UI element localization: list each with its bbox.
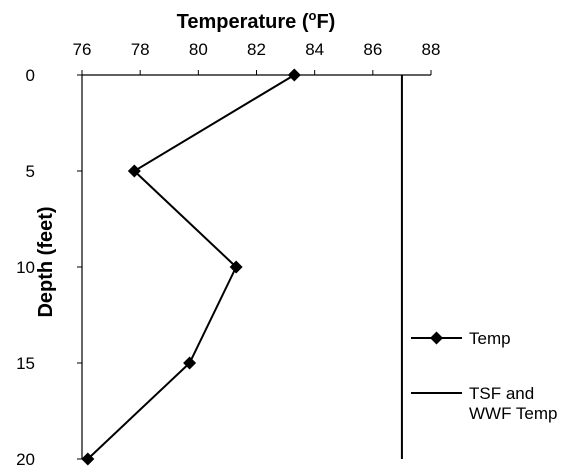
data-point-marker — [183, 356, 197, 370]
x-tick-label: 80 — [189, 40, 208, 59]
legend-label-line: Temp — [469, 329, 511, 348]
y-tick-label: 5 — [26, 162, 35, 181]
data-point-marker — [127, 164, 141, 178]
y-tick-label: 0 — [26, 66, 35, 85]
x-tick-label: 82 — [247, 40, 266, 59]
x-tick-label: 86 — [363, 40, 382, 59]
y-tick-label: 15 — [16, 354, 35, 373]
series-layer — [81, 68, 403, 466]
x-tick-label: 84 — [305, 40, 324, 59]
data-point-marker — [287, 68, 301, 82]
chart-title: Temperature (oF) — [177, 8, 336, 33]
legend-label-line: WWF Temp — [469, 404, 557, 423]
data-point-marker — [81, 452, 95, 466]
data-point-marker — [229, 260, 243, 274]
y-tick-label: 10 — [16, 258, 35, 277]
chart-title-end: F) — [316, 11, 335, 33]
y-axis-label: Depth (feet) — [35, 206, 57, 317]
legend-label-1: Temp — [469, 329, 511, 348]
chart-title-superscript: o — [309, 8, 317, 23]
x-tick-label: 76 — [73, 40, 92, 59]
legend-marker — [430, 331, 443, 345]
legend-label-line: TSF and — [469, 384, 534, 403]
axes: 76 78 80 82 84 86 88 0 5 10 15 20 — [16, 40, 440, 469]
x-tick-label: 78 — [131, 40, 150, 59]
legend-label-2: TSF and WWF Temp — [469, 384, 557, 423]
chart-title-main: Temperature ( — [177, 11, 309, 33]
y-tick-label: 20 — [16, 450, 35, 469]
legend: Temp TSF and WWF Temp — [411, 329, 557, 423]
x-tick-label: 88 — [422, 40, 441, 59]
series-line-1 — [87, 74, 295, 460]
